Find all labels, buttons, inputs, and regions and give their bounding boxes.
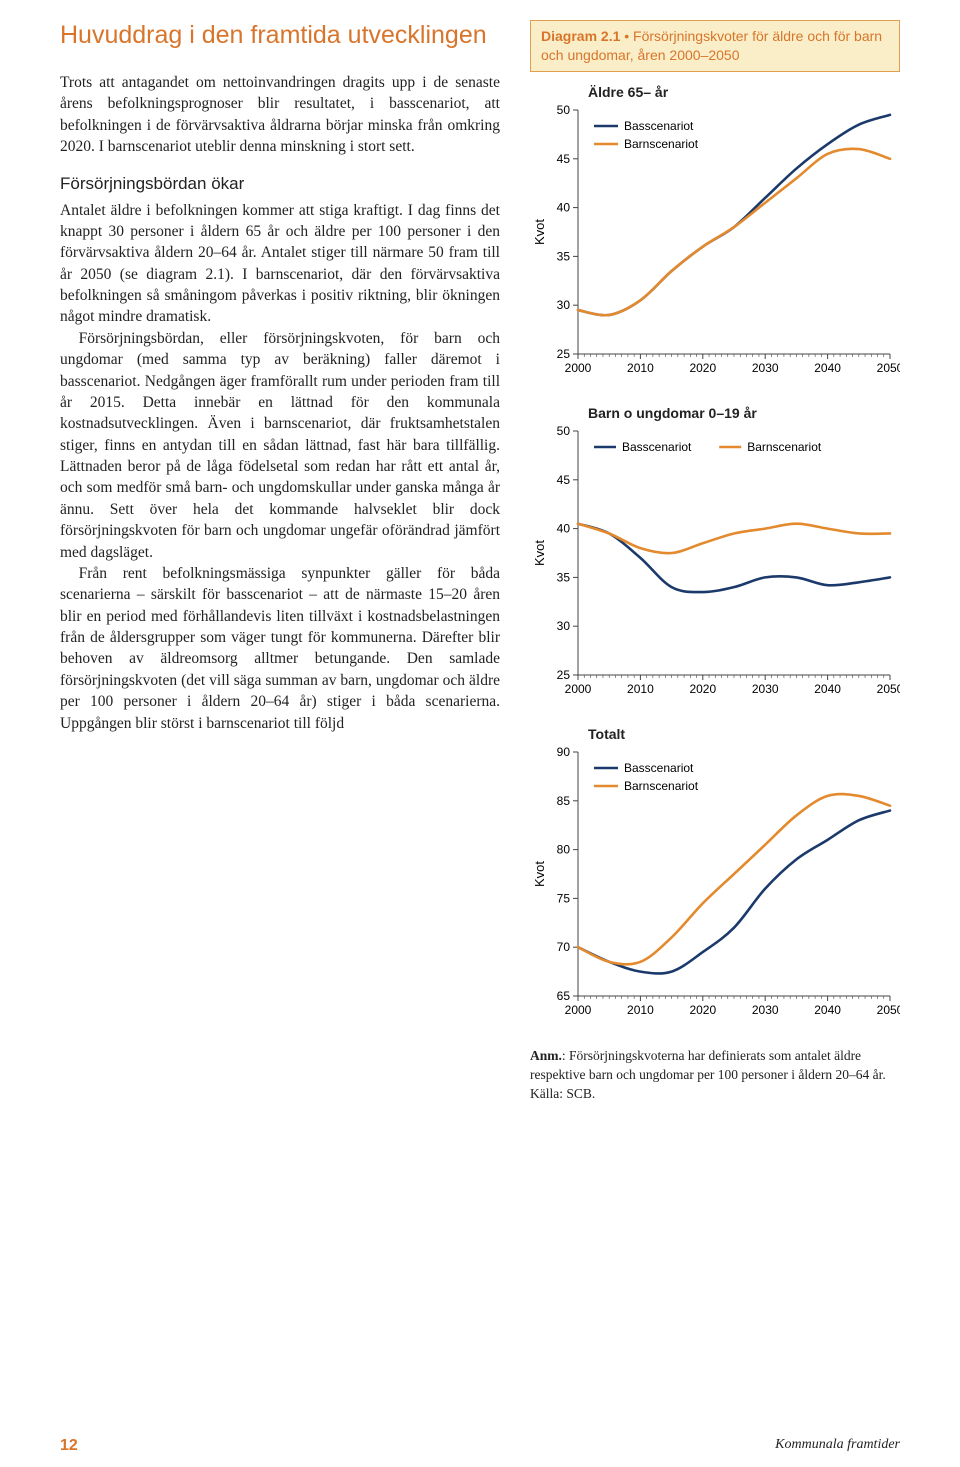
subheading-1: Försörjningsbördan ökar	[60, 174, 500, 194]
svg-text:2010: 2010	[627, 682, 654, 696]
chart-a-title: Äldre 65– år	[588, 84, 900, 100]
chart-c-title: Totalt	[588, 726, 900, 742]
svg-text:75: 75	[557, 891, 571, 905]
chart-a-wrap: Äldre 65– år 25 30 35 40 45 50 2000 2010 2020 203…	[530, 84, 900, 387]
chart-a: 25 30 35 40 45 50 2000 2010 2020 2030 2040 2050 Kvot…	[530, 102, 900, 382]
svg-text:2020: 2020	[689, 1003, 716, 1017]
svg-text:Basscenariot: Basscenariot	[622, 440, 692, 454]
svg-text:2030: 2030	[752, 361, 779, 375]
svg-text:2000: 2000	[565, 1003, 592, 1017]
svg-text:80: 80	[557, 842, 571, 856]
chart-c: 65 70 75 80 85 90 2000 2010 2020 2030 2040 2050 Kvot…	[530, 744, 900, 1024]
svg-text:25: 25	[557, 347, 571, 361]
svg-text:30: 30	[557, 298, 571, 312]
diagram-header-box: Diagram 2.1 • Försörjningskvoter för äld…	[530, 20, 900, 72]
svg-text:90: 90	[557, 745, 571, 759]
svg-text:Barnscenariot: Barnscenariot	[624, 779, 699, 793]
svg-text:2050: 2050	[877, 682, 900, 696]
chart-b: 25 30 35 40 45 50 2000 2010 2020 2030 2040 2050 Kvot…	[530, 423, 900, 703]
svg-text:2010: 2010	[627, 361, 654, 375]
svg-text:Kvot: Kvot	[532, 860, 547, 886]
note-source: Källa: SCB.	[530, 1086, 595, 1101]
svg-text:Kvot: Kvot	[532, 218, 547, 244]
para-1: Trots att antagandet om nettoinvandringe…	[60, 72, 500, 158]
note-text: : Försörjningskvoterna har definierats s…	[530, 1048, 886, 1082]
svg-text:2040: 2040	[814, 682, 841, 696]
svg-text:2010: 2010	[627, 1003, 654, 1017]
svg-text:30: 30	[557, 619, 571, 633]
svg-text:2040: 2040	[814, 1003, 841, 1017]
svg-text:40: 40	[557, 200, 571, 214]
svg-text:2030: 2030	[752, 682, 779, 696]
svg-text:2020: 2020	[689, 682, 716, 696]
note: Anm.: Försörjningskvoterna har definiera…	[530, 1047, 900, 1104]
svg-text:Basscenariot: Basscenariot	[624, 119, 694, 133]
svg-text:40: 40	[557, 521, 571, 535]
chart-c-wrap: Totalt 65 70 75 80 85 90 2000 2010 2020 2030 2040 2…	[530, 726, 900, 1029]
svg-text:65: 65	[557, 989, 571, 1003]
svg-text:2000: 2000	[565, 682, 592, 696]
svg-text:2050: 2050	[877, 1003, 900, 1017]
publication-name: Kommunala framtider	[775, 1437, 900, 1455]
svg-text:Barnscenariot: Barnscenariot	[747, 440, 822, 454]
svg-text:45: 45	[557, 473, 571, 487]
svg-text:Basscenariot: Basscenariot	[624, 761, 694, 775]
svg-text:50: 50	[557, 424, 571, 438]
svg-text:Kvot: Kvot	[532, 539, 547, 565]
svg-text:35: 35	[557, 570, 571, 584]
svg-text:2050: 2050	[877, 361, 900, 375]
page-heading: Huvuddrag i den framtida utvecklingen	[60, 20, 500, 50]
chart-b-wrap: Barn o ungdomar 0–19 år 25 30 35 40 45 50 2000…	[530, 405, 900, 708]
svg-text:Barnscenariot: Barnscenariot	[624, 137, 699, 151]
para-4: Från rent befolkningsmässiga synpunkter …	[60, 563, 500, 734]
para-3: Försörjningsbördan, eller försörjningskv…	[60, 328, 500, 563]
chart-b-title: Barn o ungdomar 0–19 år	[588, 405, 900, 421]
diagram-number: Diagram 2.1	[541, 28, 620, 44]
svg-text:2020: 2020	[689, 361, 716, 375]
svg-text:70: 70	[557, 940, 571, 954]
svg-text:2030: 2030	[752, 1003, 779, 1017]
note-label: Anm.	[530, 1048, 562, 1063]
svg-text:85: 85	[557, 794, 571, 808]
svg-text:2000: 2000	[565, 361, 592, 375]
svg-text:25: 25	[557, 668, 571, 682]
svg-text:45: 45	[557, 152, 571, 166]
svg-text:2040: 2040	[814, 361, 841, 375]
para-2: Antalet äldre i befolkningen kommer att …	[60, 200, 500, 328]
svg-text:50: 50	[557, 103, 571, 117]
page-number: 12	[60, 1437, 78, 1455]
svg-text:35: 35	[557, 249, 571, 263]
